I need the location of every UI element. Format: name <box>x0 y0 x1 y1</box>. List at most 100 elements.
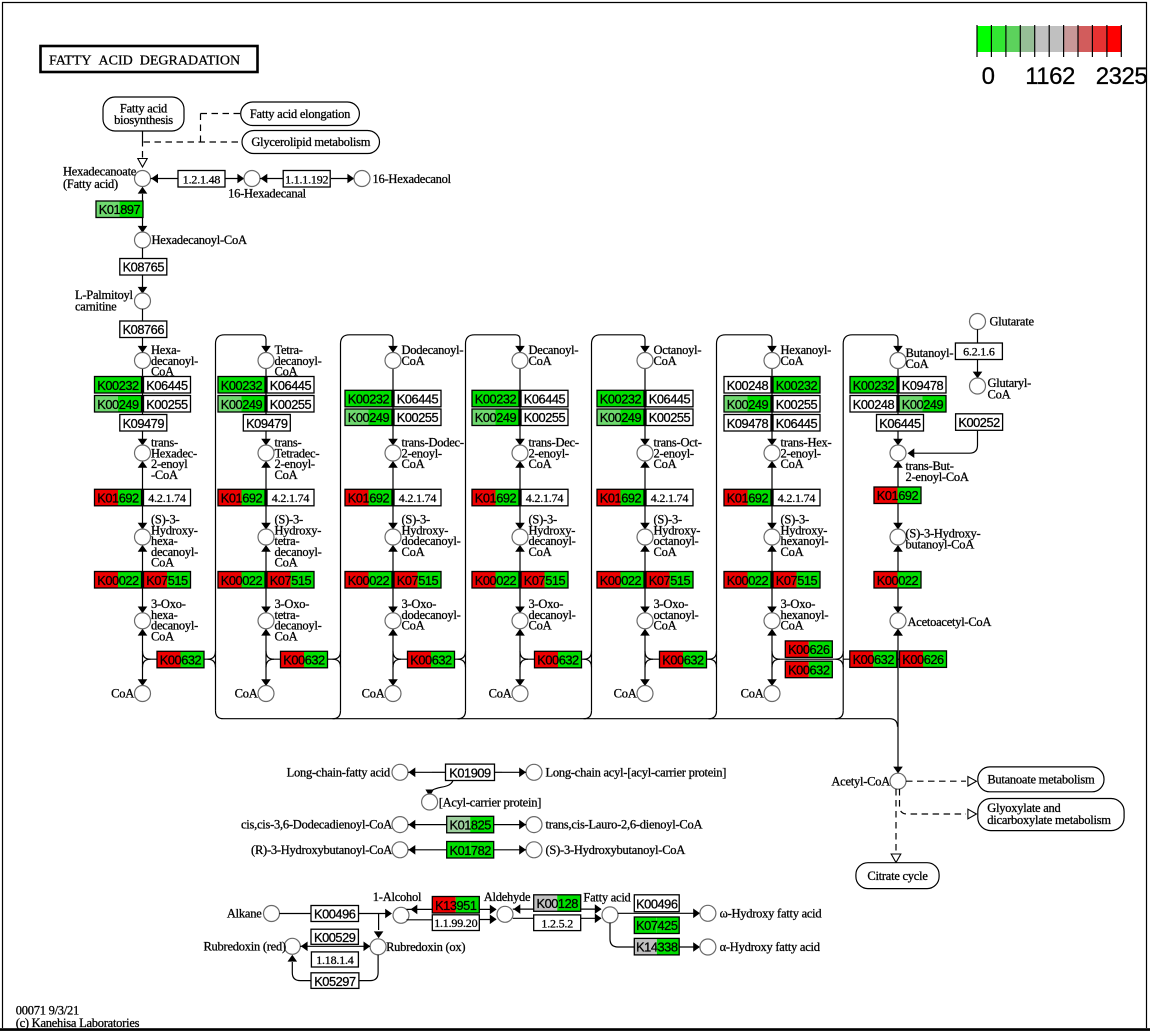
svg-text:decanoyl-: decanoyl- <box>151 354 198 368</box>
svg-text:Hexadec-: Hexadec- <box>151 446 197 460</box>
svg-text:K00232: K00232 <box>600 392 642 407</box>
svg-text:Fatty acid: Fatty acid <box>120 102 168 116</box>
svg-text:K01897: K01897 <box>99 202 141 217</box>
svg-text:decanoyl-: decanoyl- <box>275 619 322 633</box>
svg-text:butanoyl-CoA: butanoyl-CoA <box>906 537 975 551</box>
svg-text:dicarboxylate metabolism: dicarboxylate metabolism <box>987 813 1111 827</box>
svg-text:1.18.1.4: 1.18.1.4 <box>316 953 354 967</box>
svg-text:6.2.1.6: 6.2.1.6 <box>963 345 995 359</box>
svg-text:Hydroxy-: Hydroxy- <box>781 523 828 537</box>
svg-text:4.2.1.74: 4.2.1.74 <box>778 491 816 505</box>
svg-text:Dodecanoyl-: Dodecanoyl- <box>402 343 464 357</box>
svg-text:K07515: K07515 <box>270 573 312 588</box>
svg-text:K00632: K00632 <box>160 653 202 668</box>
svg-text:Tetra-: Tetra- <box>275 343 303 357</box>
svg-text:K00255: K00255 <box>776 397 818 412</box>
svg-text:2-enoyl-: 2-enoyl- <box>781 446 821 460</box>
svg-text:Hexa-: Hexa- <box>151 343 180 357</box>
svg-text:CoA: CoA <box>741 687 764 701</box>
svg-text:(S)-3-: (S)-3- <box>402 513 430 527</box>
svg-text:Alkane: Alkane <box>227 907 262 921</box>
svg-text:K00626: K00626 <box>788 642 830 657</box>
svg-text:hexa-: hexa- <box>151 534 178 548</box>
svg-text:CoA: CoA <box>781 545 804 559</box>
svg-text:CoA: CoA <box>151 365 174 379</box>
svg-text:K13951: K13951 <box>435 898 477 913</box>
svg-text:4.2.1.74: 4.2.1.74 <box>651 491 689 505</box>
svg-text:(S)-3-: (S)-3- <box>654 513 682 527</box>
svg-text:ω-Hydroxy fatty acid: ω-Hydroxy fatty acid <box>720 907 823 921</box>
svg-text:tetra-: tetra- <box>275 534 300 548</box>
svg-text:CoA: CoA <box>111 687 134 701</box>
svg-text:K06445: K06445 <box>397 392 439 407</box>
svg-text:CoA: CoA <box>654 619 677 633</box>
svg-text:Glyoxylate and: Glyoxylate and <box>987 801 1061 815</box>
svg-text:K08765: K08765 <box>123 260 165 275</box>
svg-text:octanoyl-: octanoyl- <box>654 534 699 548</box>
svg-text:K00255: K00255 <box>146 397 188 412</box>
svg-text:Hydroxy-: Hydroxy- <box>151 523 198 537</box>
svg-text:K00248: K00248 <box>727 378 769 393</box>
svg-text:16-Hexadecanol: 16-Hexadecanol <box>373 172 452 186</box>
svg-text:FATTY ACID DEGRADATION: FATTY ACID DEGRADATION <box>49 54 240 69</box>
svg-text:K00249: K00249 <box>97 397 139 412</box>
svg-text:K00252: K00252 <box>958 415 1000 430</box>
svg-text:K00255: K00255 <box>649 410 691 425</box>
svg-text:K06445: K06445 <box>649 392 691 407</box>
svg-text:K00248: K00248 <box>853 397 895 412</box>
svg-text:CoA: CoA <box>402 354 425 368</box>
svg-text:K00249: K00249 <box>902 397 944 412</box>
svg-text:K00249: K00249 <box>475 410 517 425</box>
svg-text:K00249: K00249 <box>348 410 390 425</box>
svg-text:K06445: K06445 <box>879 416 921 431</box>
svg-text:K00632: K00632 <box>788 663 830 678</box>
svg-text:CoA: CoA <box>654 354 677 368</box>
svg-text:00071 9/3/21: 00071 9/3/21 <box>16 1004 79 1018</box>
svg-text:K00255: K00255 <box>270 397 312 412</box>
svg-text:CoA: CoA <box>235 687 258 701</box>
svg-text:2-enoyl-: 2-enoyl- <box>275 457 315 471</box>
svg-text:1162: 1162 <box>1025 63 1075 90</box>
svg-text:K00496: K00496 <box>314 907 356 922</box>
svg-text:3-Oxo-: 3-Oxo- <box>275 597 310 611</box>
svg-text:CoA: CoA <box>275 365 298 379</box>
svg-text:Butanoyl-: Butanoyl- <box>906 346 954 360</box>
svg-text:CoA: CoA <box>529 354 552 368</box>
svg-text:(Fatty acid): (Fatty acid) <box>63 177 118 191</box>
svg-text:decanoyl-: decanoyl- <box>529 534 576 548</box>
svg-text:K01692: K01692 <box>877 488 919 503</box>
svg-text:Aldehyde: Aldehyde <box>484 890 531 904</box>
svg-text:K00632: K00632 <box>283 653 325 668</box>
svg-text:K06445: K06445 <box>146 378 188 393</box>
svg-text:trans-Hex-: trans-Hex- <box>781 436 832 450</box>
svg-text:carnitine: carnitine <box>75 300 117 314</box>
svg-text:2-enoyl-: 2-enoyl- <box>529 446 569 460</box>
svg-text:K07515: K07515 <box>524 573 566 588</box>
svg-text:α-Hydroxy fatty acid: α-Hydroxy fatty acid <box>720 940 821 954</box>
svg-text:K00022: K00022 <box>97 573 139 588</box>
svg-text:CoA: CoA <box>529 457 552 471</box>
svg-text:K00249: K00249 <box>221 397 263 412</box>
svg-text:K14338: K14338 <box>636 940 678 955</box>
svg-text:3-Oxo-: 3-Oxo- <box>151 597 186 611</box>
svg-text:1.2.5.2: 1.2.5.2 <box>541 916 573 930</box>
svg-text:(R)-3-Hydroxybutanoyl-CoA: (R)-3-Hydroxybutanoyl-CoA <box>251 843 392 857</box>
svg-text:Acetoacetyl-CoA: Acetoacetyl-CoA <box>908 615 992 629</box>
svg-text:CoA: CoA <box>988 388 1011 402</box>
svg-text:1.1.1.192: 1.1.1.192 <box>285 172 328 186</box>
svg-text:trans,cis-Lauro-2,6-dienoyl-Co: trans,cis-Lauro-2,6-dienoyl-CoA <box>546 818 703 832</box>
svg-text:L-Palmitoyl: L-Palmitoyl <box>75 288 133 302</box>
svg-text:K05297: K05297 <box>314 974 356 989</box>
svg-text:K07515: K07515 <box>649 573 691 588</box>
svg-text:dodecanoyl-: dodecanoyl- <box>402 534 461 548</box>
svg-text:Rubredoxin (red): Rubredoxin (red) <box>203 940 286 954</box>
svg-text:3-Oxo-: 3-Oxo- <box>781 597 816 611</box>
svg-text:K00232: K00232 <box>853 378 895 393</box>
svg-text:K00632: K00632 <box>410 653 452 668</box>
svg-text:K00232: K00232 <box>776 378 818 393</box>
svg-text:[Acyl-carrier protein]: [Acyl-carrier protein] <box>439 796 542 810</box>
svg-text:CoA: CoA <box>489 687 512 701</box>
svg-text:(S)-3-: (S)-3- <box>275 513 303 527</box>
svg-text:Acetyl-CoA: Acetyl-CoA <box>831 775 890 789</box>
svg-text:K00255: K00255 <box>524 410 566 425</box>
